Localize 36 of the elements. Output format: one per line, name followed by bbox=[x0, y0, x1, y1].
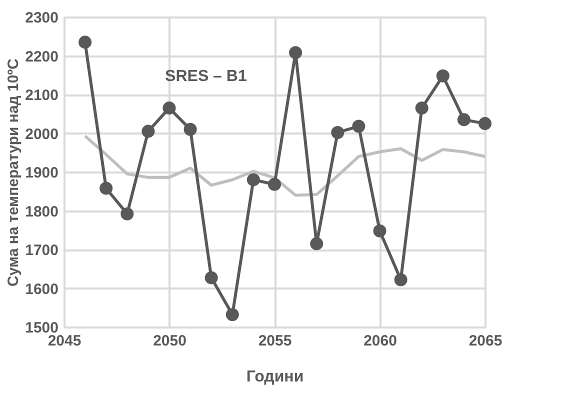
point bbox=[331, 126, 344, 139]
x-tick-label: 2065 bbox=[468, 332, 502, 350]
y-tick-label: 2200 bbox=[25, 48, 58, 66]
y-tick-label: 2000 bbox=[25, 126, 58, 143]
y-tick-label: 1700 bbox=[25, 242, 58, 259]
point bbox=[310, 237, 324, 250]
y-tick-label: 1900 bbox=[25, 164, 58, 182]
point bbox=[352, 120, 366, 133]
point bbox=[226, 308, 239, 322]
y-tick-label: 2100 bbox=[25, 87, 58, 104]
point bbox=[415, 102, 428, 115]
y-tick-label: 1800 bbox=[25, 203, 58, 220]
line-series bbox=[84, 134, 486, 197]
x-tick-label: 2055 bbox=[258, 332, 292, 350]
point bbox=[142, 124, 155, 138]
x-tick-label: 2050 bbox=[153, 332, 186, 350]
point bbox=[78, 36, 92, 49]
point bbox=[268, 178, 282, 191]
point bbox=[100, 182, 113, 195]
point bbox=[184, 122, 197, 136]
annotation: SRES – B1 bbox=[165, 68, 247, 85]
point bbox=[162, 102, 176, 115]
x-tick-label: 2060 bbox=[364, 332, 397, 350]
point bbox=[394, 273, 408, 286]
point bbox=[246, 173, 260, 186]
x-axis-title: Години bbox=[246, 368, 304, 386]
point bbox=[457, 113, 470, 126]
point bbox=[204, 271, 218, 284]
point bbox=[373, 224, 386, 238]
y-tick-label: 1600 bbox=[25, 280, 58, 298]
y-axis-title: Сума на температури над 10ºC bbox=[5, 58, 22, 286]
point bbox=[289, 46, 302, 60]
point bbox=[120, 207, 134, 220]
y-tick-label: 2300 bbox=[25, 10, 58, 26]
point bbox=[478, 117, 492, 130]
point bbox=[436, 69, 450, 82]
